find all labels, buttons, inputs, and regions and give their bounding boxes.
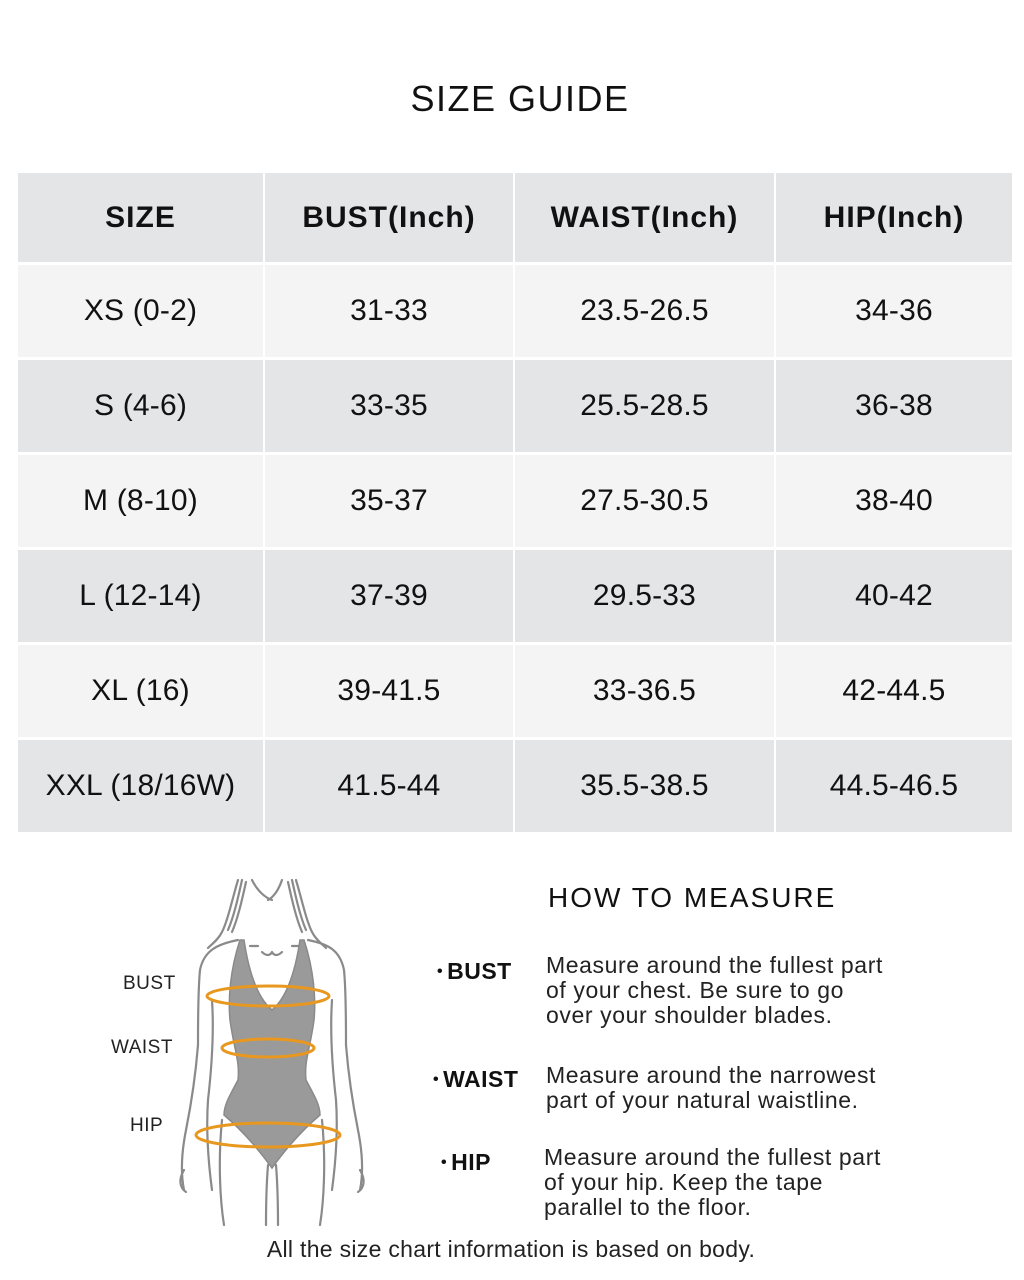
bullet-icon: •: [437, 963, 444, 980]
cell-hip: 38-40: [776, 455, 1012, 547]
measure-desc-hip: Measure around the fullest part of your …: [544, 1144, 881, 1220]
measure-desc-waist: Measure around the narrowest part of you…: [546, 1062, 877, 1113]
size-chart-table: SIZE BUST(Inch) WAIST(Inch) HIP(Inch) XS…: [18, 173, 1012, 832]
bullet-icon: •: [441, 1154, 448, 1171]
measure-label-waist: • WAIST: [433, 1066, 518, 1093]
bust-tape: [205, 984, 331, 1008]
cell-size: S (4-6): [18, 360, 263, 452]
cell-size: M (8-10): [18, 455, 263, 547]
figure-label-bust: BUST: [123, 973, 176, 994]
cell-bust: 33-35: [265, 360, 513, 452]
cell-size: XL (16): [18, 645, 263, 737]
cell-waist: 35.5-38.5: [515, 740, 774, 832]
cell-waist: 27.5-30.5: [515, 455, 774, 547]
body-measurement-figure: BUST WAIST HIP: [100, 870, 400, 1230]
measure-label-hip: • HIP: [441, 1149, 491, 1176]
cell-size: XXL (18/16W): [18, 740, 263, 832]
measure-desc-bust: Measure around the fullest part of your …: [546, 952, 883, 1028]
cell-bust: 35-37: [265, 455, 513, 547]
cell-bust: 37-39: [265, 550, 513, 642]
header-bust: BUST(Inch): [265, 173, 513, 262]
cell-waist: 23.5-26.5: [515, 265, 774, 357]
cell-hip: 40-42: [776, 550, 1012, 642]
header-hip: HIP(Inch): [776, 173, 1012, 262]
cell-waist: 33-36.5: [515, 645, 774, 737]
body-silhouette-icon: [179, 878, 365, 1227]
bodysuit-shape: [223, 939, 321, 1170]
cell-size: XS (0-2): [18, 265, 263, 357]
cell-hip: 42-44.5: [776, 645, 1012, 737]
cell-size: L (12-14): [18, 550, 263, 642]
hip-tape: [194, 1121, 342, 1149]
cell-bust: 39-41.5: [265, 645, 513, 737]
cell-bust: 41.5-44: [265, 740, 513, 832]
cell-hip: 34-36: [776, 265, 1012, 357]
bullet-icon: •: [433, 1071, 440, 1088]
header-size: SIZE: [18, 173, 263, 262]
cell-hip: 36-38: [776, 360, 1012, 452]
header-waist: WAIST(Inch): [515, 173, 774, 262]
cell-bust: 31-33: [265, 265, 513, 357]
figure-label-hip: HIP: [130, 1115, 164, 1136]
figure-label-waist: WAIST: [111, 1037, 173, 1058]
cell-waist: 25.5-28.5: [515, 360, 774, 452]
measure-label-text: BUST: [447, 958, 512, 984]
footnote: All the size chart information is based …: [266, 1236, 756, 1262]
cell-waist: 29.5-33: [515, 550, 774, 642]
measure-label-text: WAIST: [443, 1066, 519, 1092]
cell-hip: 44.5-46.5: [776, 740, 1012, 832]
measure-label-text: HIP: [451, 1149, 491, 1175]
how-to-measure-title: HOW TO MEASURE: [548, 882, 837, 913]
waist-tape: [220, 1037, 316, 1059]
page-title: SIZE GUIDE: [410, 78, 630, 119]
measure-label-bust: • BUST: [437, 958, 512, 985]
